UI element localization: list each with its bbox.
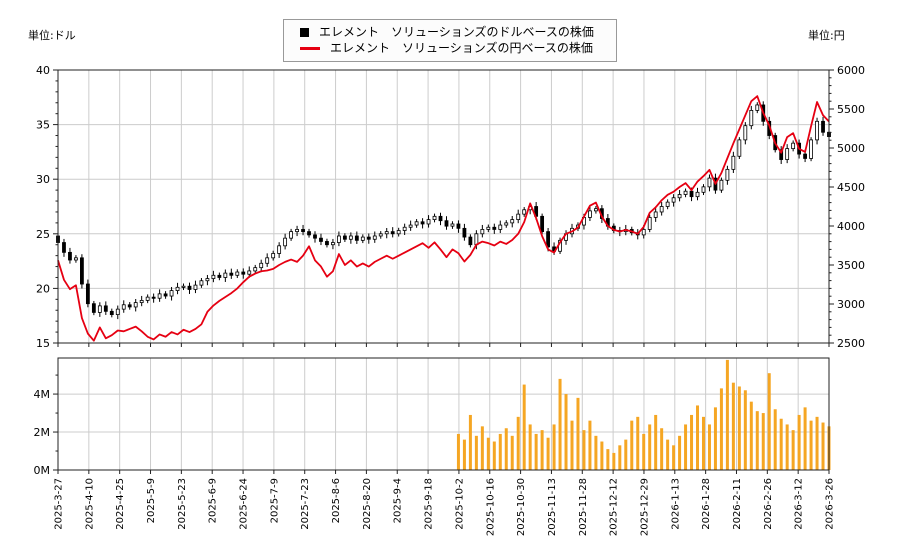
- legend-row-yen: エレメント ソリューションズの円ベースの株価: [300, 41, 616, 55]
- svg-text:15: 15: [36, 337, 50, 350]
- svg-text:2026-3-12: 2026-3-12: [794, 478, 805, 530]
- price-chart: 40 35 30 25 20 15 6000 5500 5000 4500 4000 3500 3000…: [36, 64, 865, 350]
- left-axis-unit-label: 単位:ドル: [28, 29, 76, 42]
- svg-text:2025-8-20: 2025-8-20: [362, 478, 373, 530]
- svg-text:30: 30: [36, 173, 50, 186]
- right-axis-unit-label: 単位:円: [808, 29, 845, 42]
- svg-text:2025-8-6: 2025-8-6: [331, 478, 342, 523]
- candlestick-legend-marker-icon: [300, 27, 309, 37]
- svg-text:2026-2-11: 2026-2-11: [732, 478, 743, 530]
- svg-text:2025-10-30: 2025-10-30: [516, 478, 527, 536]
- svg-text:2025-9-4: 2025-9-4: [393, 478, 404, 523]
- svg-text:2025-3-27: 2025-3-27: [54, 478, 65, 530]
- svg-text:20: 20: [36, 282, 50, 295]
- line-legend-marker-icon: [300, 47, 320, 51]
- svg-text:2025-10-16: 2025-10-16: [485, 478, 496, 536]
- svg-text:40: 40: [36, 64, 50, 77]
- svg-text:3000: 3000: [837, 298, 865, 311]
- svg-text:6000: 6000: [837, 64, 865, 77]
- svg-text:2500: 2500: [837, 337, 865, 350]
- svg-text:2026-1-28: 2026-1-28: [701, 478, 712, 530]
- svg-text:2025-10-2: 2025-10-2: [454, 478, 465, 530]
- svg-text:2025-4-10: 2025-4-10: [84, 478, 95, 530]
- svg-text:2025-11-28: 2025-11-28: [578, 478, 589, 536]
- svg-text:2025-7-9: 2025-7-9: [269, 478, 280, 523]
- svg-text:4M: 4M: [34, 388, 51, 401]
- svg-text:2025-9-18: 2025-9-18: [424, 478, 435, 530]
- legend-label-dollar: エレメント ソリューションズのドルベースの株価: [319, 24, 594, 39]
- svg-text:2026-2-26: 2026-2-26: [763, 478, 774, 530]
- svg-text:2026-3-26: 2026-3-26: [825, 478, 836, 530]
- svg-text:2025-11-13: 2025-11-13: [547, 478, 558, 536]
- svg-text:4500: 4500: [837, 181, 865, 194]
- svg-text:35: 35: [36, 119, 50, 132]
- svg-text:2M: 2M: [34, 426, 51, 439]
- svg-text:2025-4-25: 2025-4-25: [115, 478, 126, 530]
- svg-text:3500: 3500: [837, 259, 865, 272]
- svg-text:2025-12-29: 2025-12-29: [639, 478, 650, 536]
- svg-text:25: 25: [36, 228, 50, 241]
- svg-text:2025-12-12: 2025-12-12: [609, 478, 620, 536]
- svg-text:2025-6-24: 2025-6-24: [239, 478, 250, 530]
- svg-text:2026-1-13: 2026-1-13: [670, 478, 681, 530]
- svg-text:4000: 4000: [837, 220, 865, 233]
- legend: エレメント ソリューションズのドルベースの株価 エレメント ソリューションズの円…: [283, 19, 617, 62]
- svg-text:2025-5-23: 2025-5-23: [177, 478, 188, 530]
- svg-text:5500: 5500: [837, 103, 865, 116]
- legend-label-yen: エレメント ソリューションズの円ベースの株価: [330, 41, 593, 55]
- svg-text:5000: 5000: [837, 142, 865, 155]
- svg-text:0M: 0M: [34, 464, 51, 477]
- svg-text:2025-7-23: 2025-7-23: [300, 478, 311, 530]
- legend-row-dollar: エレメント ソリューションズのドルベースの株価: [300, 24, 616, 39]
- svg-text:2025-5-9: 2025-5-9: [146, 478, 157, 523]
- svg-text:2025-6-9: 2025-6-9: [208, 478, 219, 523]
